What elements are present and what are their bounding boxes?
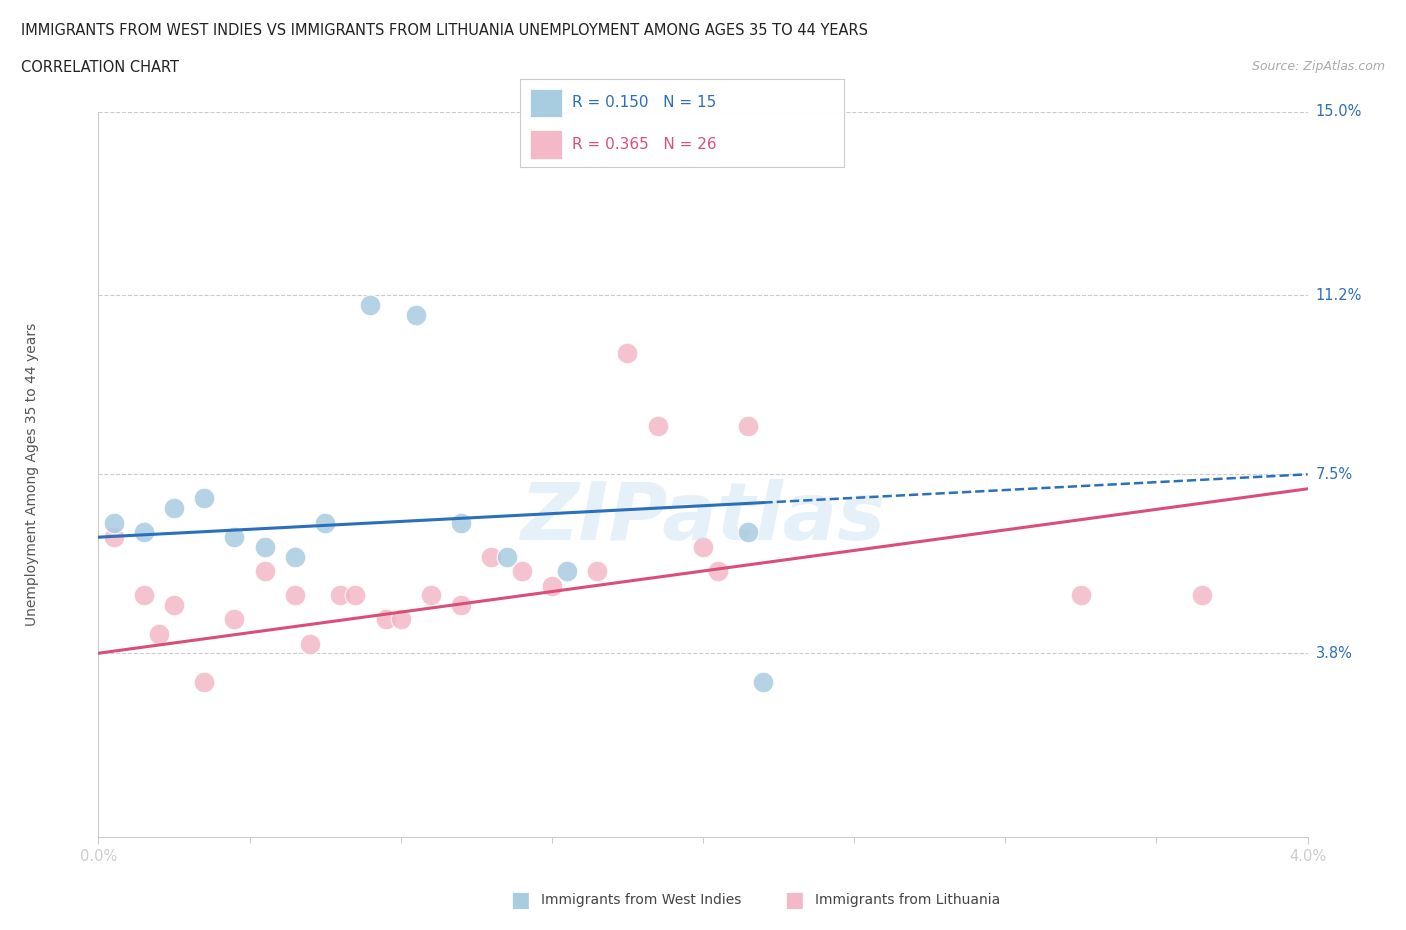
Text: ZIPatlas: ZIPatlas [520, 479, 886, 557]
Point [284, 588, 307, 603]
Point [737, 525, 759, 539]
Point [540, 578, 562, 593]
Point [405, 307, 427, 322]
Point [193, 491, 215, 506]
Bar [530, 130, 562, 159]
Text: 7.5%: 7.5% [1316, 467, 1353, 482]
Point [148, 627, 170, 642]
Point [616, 346, 638, 361]
Point [495, 549, 517, 564]
Point [510, 564, 533, 578]
Text: CORRELATION CHART: CORRELATION CHART [21, 60, 179, 75]
Point [314, 515, 336, 530]
Point [1191, 588, 1213, 603]
Point [253, 564, 276, 578]
Bar [530, 88, 562, 117]
Point [450, 597, 472, 612]
Text: Immigrants from Lithuania: Immigrants from Lithuania [815, 893, 1001, 908]
Point [163, 500, 186, 515]
Point [132, 525, 155, 539]
Point [344, 588, 367, 603]
Point [1070, 588, 1092, 603]
Point [298, 636, 321, 651]
Point [374, 612, 396, 627]
Text: R = 0.150   N = 15: R = 0.150 N = 15 [572, 96, 716, 111]
Text: Immigrants from West Indies: Immigrants from West Indies [541, 893, 742, 908]
Point [737, 418, 759, 433]
Point [752, 675, 775, 690]
Point [420, 588, 443, 603]
Text: 11.2%: 11.2% [1316, 288, 1362, 303]
Point [586, 564, 609, 578]
Text: 15.0%: 15.0% [1316, 104, 1362, 119]
Point [647, 418, 669, 433]
Point [707, 564, 730, 578]
Text: R = 0.365   N = 26: R = 0.365 N = 26 [572, 137, 717, 152]
Point [132, 588, 155, 603]
Point [555, 564, 578, 578]
Point [103, 515, 125, 530]
Point [360, 298, 382, 312]
Text: Source: ZipAtlas.com: Source: ZipAtlas.com [1251, 60, 1385, 73]
Point [224, 530, 246, 545]
Point [692, 539, 714, 554]
Point [253, 539, 276, 554]
Point [284, 549, 307, 564]
Point [389, 612, 412, 627]
Point [103, 530, 125, 545]
Point [481, 549, 503, 564]
Text: 3.8%: 3.8% [1316, 645, 1353, 660]
Point [193, 675, 215, 690]
Point [329, 588, 352, 603]
Text: ■: ■ [785, 890, 804, 910]
Text: Unemployment Among Ages 35 to 44 years: Unemployment Among Ages 35 to 44 years [25, 323, 39, 626]
Point [224, 612, 246, 627]
Text: IMMIGRANTS FROM WEST INDIES VS IMMIGRANTS FROM LITHUANIA UNEMPLOYMENT AMONG AGES: IMMIGRANTS FROM WEST INDIES VS IMMIGRANT… [21, 23, 868, 38]
Point [450, 515, 472, 530]
Point [163, 597, 186, 612]
Text: ■: ■ [510, 890, 530, 910]
